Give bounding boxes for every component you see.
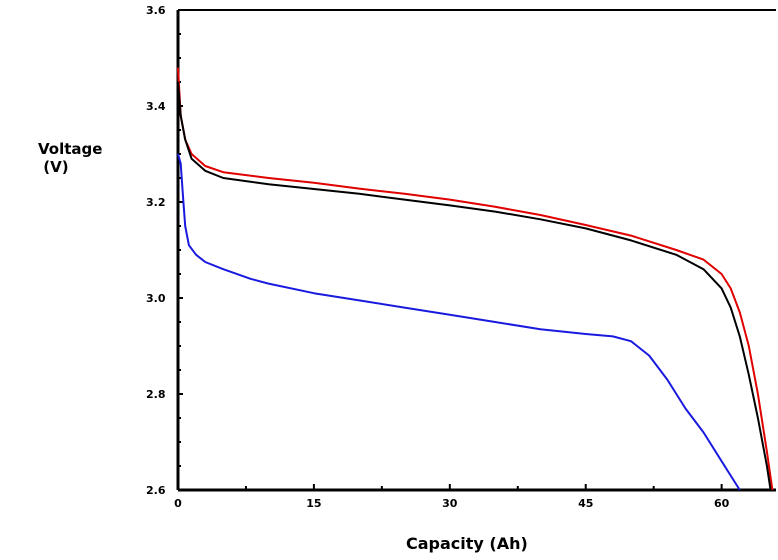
series-lines (177, 67, 774, 491)
x-axis-label: Capacity (Ah) (406, 534, 528, 553)
series-line-1 (177, 67, 774, 491)
y-tick-label: 2.6 (146, 484, 166, 497)
y-tick-label: 3.2 (146, 196, 166, 209)
y-tick-label: 2.8 (146, 388, 166, 401)
series-line-3 (177, 153, 741, 491)
y-axis-label-line1: Voltage (38, 140, 103, 158)
y-tick-label: 3.6 (146, 4, 166, 17)
x-tick-label: 30 (442, 497, 458, 510)
ticks: 2.6 2.8 3.0 3.2 3.4 3.6 0 15 30 45 60 (146, 4, 730, 510)
y-axis-label-line2: (V) (43, 158, 69, 176)
series-line-2 (177, 81, 772, 491)
y-axis-label: Voltage (V) (38, 140, 102, 176)
x-tick-label: 45 (578, 497, 593, 510)
x-tick-label: 15 (306, 497, 321, 510)
y-tick-label: 3.0 (146, 292, 166, 305)
x-tick-label: 0 (174, 497, 182, 510)
axes (176, 9, 776, 492)
x-tick-label: 60 (714, 497, 730, 510)
y-tick-label: 3.4 (146, 100, 166, 113)
